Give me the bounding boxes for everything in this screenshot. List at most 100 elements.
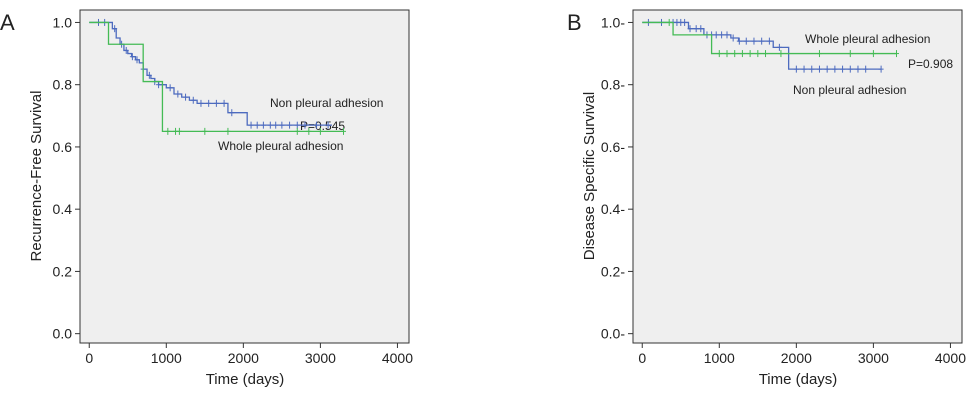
panel-b-y-tick-label: 1.0- bbox=[601, 14, 625, 30]
panel-a: A Time (days) Recurrence-Free Survival N… bbox=[0, 9, 414, 388]
panel-a-series-non-pleural-censor-mark bbox=[248, 121, 254, 129]
panel-a-y-tick-label: 1.0 bbox=[53, 14, 73, 30]
panel-b-series-non-pleural-censor-mark bbox=[682, 18, 688, 26]
panel-a-series-non-pleural-censor-mark bbox=[260, 121, 266, 129]
panel-a-series-non-pleural-censor-mark bbox=[287, 121, 293, 129]
panel-b-series-whole-pleural-censor-mark bbox=[778, 50, 784, 58]
panel-b-series-non-pleural-censor-mark bbox=[724, 31, 730, 39]
panel-b-series-non-pleural-censor-mark bbox=[713, 31, 719, 39]
panel-b-plot-area bbox=[632, 9, 963, 344]
panel-a-series-whole-pleural-censor-mark bbox=[202, 127, 208, 135]
panel-a-y-tick-label: 0.8 bbox=[53, 77, 73, 93]
panel-b-series-whole-pleural-censor-mark bbox=[870, 50, 876, 58]
panel-a-series-non-pleural-censor-mark bbox=[198, 99, 204, 107]
panel-a-series-whole-pleural-censor-mark bbox=[306, 127, 312, 135]
panel-b-series-whole-pleural-censor-mark bbox=[747, 50, 753, 58]
panel-b-series-non-pleural-censor-mark bbox=[847, 65, 853, 73]
panel-b-series-non-pleural-censor-mark bbox=[743, 37, 749, 45]
panel-b-series-whole-pleural-censor-mark bbox=[716, 50, 722, 58]
panel-b-series-non-pleural-censor-mark bbox=[751, 37, 757, 45]
panel-a-x-tick-label: 4000 bbox=[382, 350, 413, 366]
panel-b-x-tick-label: 3000 bbox=[858, 350, 889, 366]
panel-b-x-tick-label: 2000 bbox=[781, 350, 812, 366]
panel-a-x-tick-label: 1000 bbox=[151, 350, 182, 366]
panel-a-annotation-non-pleural: Non pleural adhesion bbox=[270, 96, 383, 110]
panel-a-annotation-p-value: P=0.545 bbox=[300, 119, 345, 133]
panel-a-series-whole-pleural-censor-mark bbox=[317, 127, 323, 135]
panel-a-series-non-pleural-censor-mark bbox=[273, 121, 279, 129]
panel-a-series-non-pleural-censor-mark bbox=[190, 96, 196, 104]
panel-b-series-non-pleural-censor-mark bbox=[840, 65, 846, 73]
panel-b-marks: 0 1000 2000 3000 4000 0.0- 0.2- 0.4- 0.6- 0.8- 1.0… bbox=[601, 14, 966, 366]
panel-a-series-non-pleural-censor-mark bbox=[325, 121, 331, 129]
panel-b-y-tick-label: 0.4- bbox=[601, 201, 625, 217]
panel-a-series-non-pleural-censor-mark bbox=[123, 46, 129, 54]
panel-a-series-non-pleural-censor-mark bbox=[221, 99, 227, 107]
panel-b-y-tick-label: 0.2- bbox=[601, 263, 625, 279]
panel-a-series-whole-pleural-censor-mark bbox=[165, 127, 171, 135]
panel-a-series-non-pleural-censor-mark bbox=[229, 109, 235, 117]
panel-b-x-tick-label: 4000 bbox=[935, 350, 966, 366]
panel-b-series-whole-pleural-censor-mark bbox=[666, 18, 672, 26]
panel-a-series-non-pleural-censor-mark bbox=[314, 121, 320, 129]
panel-a-y-tick-label: 0.2 bbox=[53, 263, 73, 279]
panel-b-series-whole-pleural-censor-mark bbox=[724, 50, 730, 58]
panel-a-series-non-pleural-censor-mark bbox=[175, 90, 181, 98]
panel-b-series-non-pleural-censor-mark bbox=[693, 25, 699, 33]
panel-b-annotation-non-pleural: Non pleural adhesion bbox=[793, 83, 906, 97]
panel-b-y-tick-label: 0.6- bbox=[601, 139, 625, 155]
panel-b-series-non-pleural-censor-mark bbox=[759, 37, 765, 45]
panel-a-series-whole-pleural-censor-mark bbox=[341, 127, 347, 135]
panel-b-series-whole-pleural-censor-mark bbox=[847, 50, 853, 58]
panel-b-series-whole-pleural-censor-mark bbox=[763, 50, 769, 58]
panel-b-series-whole-pleural-censor-mark bbox=[816, 50, 822, 58]
panel-b-series-whole-pleural-line bbox=[642, 21, 897, 55]
panel-a-x-tick-label: 0 bbox=[85, 350, 93, 366]
panel-b-series-whole-pleural-censor-mark bbox=[894, 50, 900, 58]
panel-a-x-tick-label: 3000 bbox=[305, 350, 336, 366]
panel-b-series-non-pleural-censor-mark bbox=[878, 65, 884, 73]
panel-b-annotation-p-value: P=0.908 bbox=[908, 57, 953, 71]
panel-b-annotation-whole-pleural: Whole pleural adhesion bbox=[805, 32, 930, 46]
panel-a-y-tick-label: 0.0 bbox=[53, 326, 73, 342]
panel-a-y-tick-label: 0.4 bbox=[53, 201, 73, 217]
panel-b-series-non-pleural-censor-mark bbox=[766, 37, 772, 45]
panel-b-y-tick-label: 0.8- bbox=[601, 77, 625, 93]
panel-a-series-non-pleural-censor-mark bbox=[112, 25, 118, 33]
panel-b-series-non-pleural-censor-mark bbox=[809, 65, 815, 73]
panel-a-series-non-pleural-censor-mark bbox=[254, 121, 260, 129]
panel-b-y-axis-label: Disease Specific Survival bbox=[581, 92, 598, 260]
panel-b-series-non-pleural-censor-mark bbox=[776, 43, 782, 51]
panel-b-series-whole-pleural-censor-mark bbox=[732, 50, 738, 58]
panel-b-series-non-pleural-censor-mark bbox=[824, 65, 830, 73]
panel-a-series-non-pleural-censor-mark bbox=[167, 84, 173, 92]
panel-a-y-axis-label: Recurrence-Free Survival bbox=[28, 91, 45, 262]
panel-a-series-non-pleural-censor-mark bbox=[279, 121, 285, 129]
panel-a-series-non-pleural-censor-mark bbox=[294, 121, 300, 129]
panel-a-series-non-pleural-censor-mark bbox=[267, 121, 273, 129]
panel-a-series-non-pleural-censor-mark bbox=[146, 71, 152, 79]
panel-a-series-whole-pleural-line bbox=[89, 21, 344, 133]
panel-a-marks: 0 1000 2000 3000 4000 0.0 0.2 0.4 0.6 0.8 1.0 bbox=[53, 14, 414, 366]
panel-a-x-axis-label: Time (days) bbox=[206, 371, 285, 388]
panel-a-series-non-pleural-censor-mark bbox=[134, 56, 140, 64]
panel-a-series-non-pleural-censor-mark bbox=[206, 99, 212, 107]
panel-a-series-whole-pleural-censor-mark bbox=[176, 127, 182, 135]
panel-b-series-non-pleural-censor-mark bbox=[698, 25, 704, 33]
panel-a-series-non-pleural-censor-mark bbox=[183, 93, 189, 101]
panel-a-series-non-pleural-censor-mark bbox=[302, 121, 308, 129]
panel-b-x-tick-label: 1000 bbox=[704, 350, 735, 366]
panel-a-plot-area bbox=[79, 9, 410, 344]
panel-b-x-axis-label: Time (days) bbox=[759, 371, 838, 388]
panel-b: B Time (days) Disease Specific Survival … bbox=[567, 9, 966, 388]
panel-a-y-tick-label: 0.6 bbox=[53, 139, 73, 155]
panel-a-annotation-whole-pleural: Whole pleural adhesion bbox=[218, 139, 343, 153]
panel-b-series-non-pleural-censor-mark bbox=[816, 65, 822, 73]
panel-b-letter: B bbox=[567, 10, 582, 35]
panel-a-series-whole-pleural-censor-mark bbox=[294, 127, 300, 135]
panel-b-series-non-pleural-censor-mark bbox=[687, 25, 693, 33]
panel-b-series-non-pleural-censor-mark bbox=[855, 65, 861, 73]
panel-b-series-non-pleural-censor-mark bbox=[730, 34, 736, 42]
